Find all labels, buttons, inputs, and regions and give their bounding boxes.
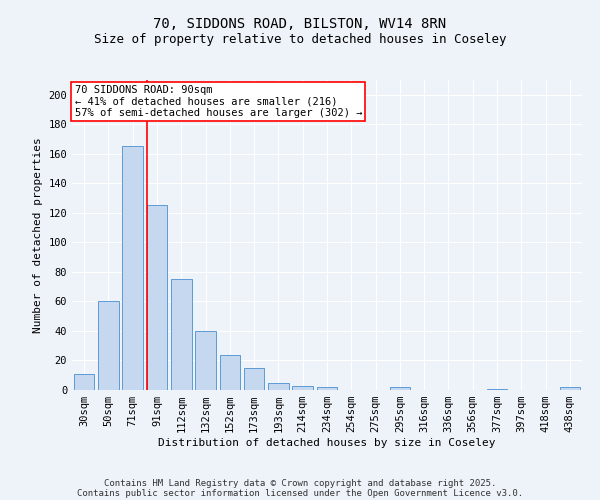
Bar (122, 146, 143, 390)
Text: 70 SIDDONS ROAD: 90sqm
← 41% of detached houses are smaller (216)
57% of semi-de: 70 SIDDONS ROAD: 90sqm ← 41% of detached… (74, 84, 362, 118)
Bar (195, 331, 216, 390)
Text: Contains public sector information licensed under the Open Government Licence v3: Contains public sector information licen… (77, 488, 523, 498)
Text: 70, SIDDONS ROAD, BILSTON, WV14 8RN: 70, SIDDONS ROAD, BILSTON, WV14 8RN (154, 18, 446, 32)
Bar (244, 368, 265, 390)
Bar (487, 388, 508, 390)
X-axis label: Distribution of detached houses by size in Coseley: Distribution of detached houses by size … (158, 438, 496, 448)
Bar (560, 387, 580, 390)
Bar (74, 374, 94, 390)
Y-axis label: Number of detached properties: Number of detached properties (33, 137, 43, 333)
Bar (146, 206, 167, 390)
Text: Contains HM Land Registry data © Crown copyright and database right 2025.: Contains HM Land Registry data © Crown c… (104, 478, 496, 488)
Bar (98, 302, 119, 390)
Bar (220, 354, 240, 390)
Bar (317, 387, 337, 390)
Text: Size of property relative to detached houses in Coseley: Size of property relative to detached ho… (94, 32, 506, 46)
Bar (292, 386, 313, 390)
Bar (171, 280, 191, 390)
Bar (389, 387, 410, 390)
Bar (268, 382, 289, 390)
